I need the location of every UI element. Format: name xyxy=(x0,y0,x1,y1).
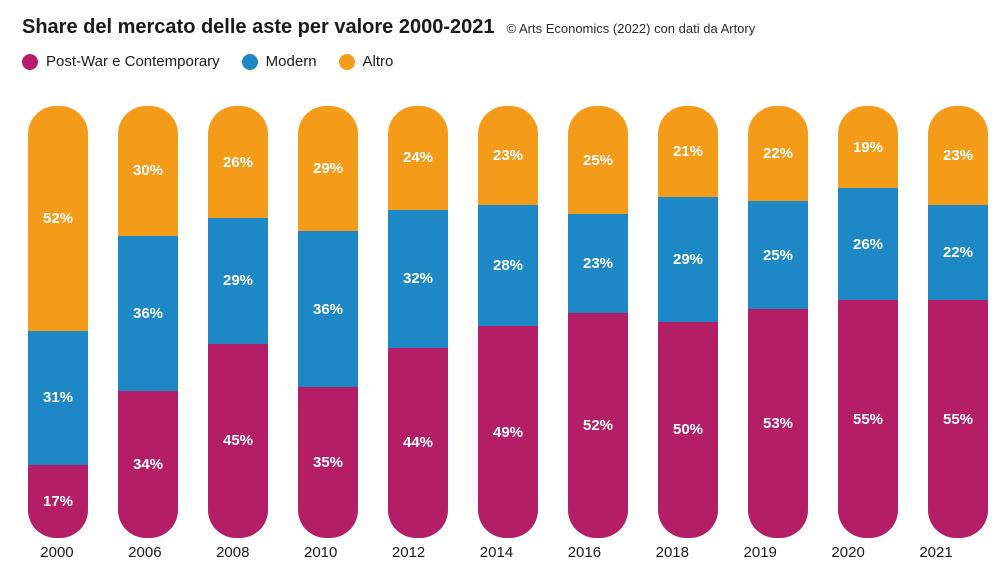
bar-segment-modern: 36% xyxy=(118,236,178,392)
stacked-bar: 23%22%55% xyxy=(928,106,988,538)
bar-segment-altro: 21% xyxy=(658,106,718,197)
bar-segment-postwar: 17% xyxy=(28,465,88,538)
bar-segment-altro: 52% xyxy=(28,106,88,331)
xaxis-label: 2010 xyxy=(292,544,350,561)
bar-segment-postwar: 55% xyxy=(838,300,898,538)
bar-segment-postwar: 35% xyxy=(298,387,358,538)
stacked-bar: 52%31%17% xyxy=(28,106,88,538)
bar-column: 25%23%52% xyxy=(568,106,628,538)
bar-segment-postwar: 50% xyxy=(658,322,718,538)
chart-source: © Arts Economics (2022) con dati da Arto… xyxy=(507,21,756,36)
bar-column: 52%31%17% xyxy=(28,106,88,538)
bar-segment-postwar: 49% xyxy=(478,326,538,538)
bar-segment-modern: 31% xyxy=(28,331,88,465)
bar-segment-altro: 23% xyxy=(928,106,988,205)
legend-label: Modern xyxy=(266,53,317,70)
bar-segment-altro: 29% xyxy=(298,106,358,231)
legend-item-modern: Modern xyxy=(242,53,317,70)
legend-label: Altro xyxy=(363,53,394,70)
stacked-bar: 22%25%53% xyxy=(748,106,808,538)
bar-column: 22%25%53% xyxy=(748,106,808,538)
xaxis-label: 2021 xyxy=(907,544,965,561)
bar-segment-altro: 26% xyxy=(208,106,268,218)
stacked-bar: 29%36%35% xyxy=(298,106,358,538)
stacked-bar: 23%28%49% xyxy=(478,106,538,538)
chart-plot-area: 52%31%17%30%36%34%26%29%45%29%36%35%24%3… xyxy=(22,86,971,538)
bar-column: 29%36%35% xyxy=(298,106,358,538)
bar-segment-altro: 24% xyxy=(388,106,448,210)
legend-swatch-modern xyxy=(242,54,258,70)
chart-legend: Post-War e Contemporary Modern Altro xyxy=(22,53,971,70)
bar-column: 26%29%45% xyxy=(208,106,268,538)
legend-item-altro: Altro xyxy=(339,53,394,70)
stacked-bar: 21%29%50% xyxy=(658,106,718,538)
bar-segment-altro: 19% xyxy=(838,106,898,188)
bar-segment-modern: 29% xyxy=(208,218,268,343)
xaxis-label: 2000 xyxy=(28,544,86,561)
bar-segment-modern: 32% xyxy=(388,210,448,348)
bar-segment-altro: 25% xyxy=(568,106,628,214)
chart-header: Share del mercato delle aste per valore … xyxy=(22,16,971,39)
bar-segment-modern: 22% xyxy=(928,205,988,300)
bar-segment-postwar: 45% xyxy=(208,344,268,538)
bar-segment-altro: 30% xyxy=(118,106,178,236)
bar-segment-postwar: 34% xyxy=(118,391,178,538)
xaxis-label: 2016 xyxy=(555,544,613,561)
legend-swatch-postwar xyxy=(22,54,38,70)
bar-column: 23%22%55% xyxy=(928,106,988,538)
chart-title: Share del mercato delle aste per valore … xyxy=(22,16,495,39)
bar-segment-altro: 23% xyxy=(478,106,538,205)
xaxis-label: 2019 xyxy=(731,544,789,561)
stacked-bar: 19%26%55% xyxy=(838,106,898,538)
legend-item-postwar: Post-War e Contemporary xyxy=(22,53,220,70)
bar-segment-modern: 28% xyxy=(478,205,538,326)
xaxis-label: 2012 xyxy=(380,544,438,561)
bar-column: 30%36%34% xyxy=(118,106,178,538)
xaxis-label: 2020 xyxy=(819,544,877,561)
legend-swatch-altro xyxy=(339,54,355,70)
stacked-bar: 30%36%34% xyxy=(118,106,178,538)
bar-segment-postwar: 52% xyxy=(568,313,628,538)
legend-label: Post-War e Contemporary xyxy=(46,53,220,70)
bar-column: 21%29%50% xyxy=(658,106,718,538)
bar-segment-modern: 23% xyxy=(568,214,628,313)
bar-segment-modern: 25% xyxy=(748,201,808,309)
stacked-bar: 24%32%44% xyxy=(388,106,448,538)
bar-segment-postwar: 55% xyxy=(928,300,988,538)
bar-segment-modern: 29% xyxy=(658,197,718,322)
bar-segment-altro: 22% xyxy=(748,106,808,201)
xaxis-label: 2006 xyxy=(116,544,174,561)
bar-segment-postwar: 44% xyxy=(388,348,448,538)
bar-segment-modern: 26% xyxy=(838,188,898,300)
chart-xaxis: 2000 2006 2008 2010 2012 2014 2016 2018 2019 2020… xyxy=(22,544,971,561)
xaxis-label: 2014 xyxy=(468,544,526,561)
xaxis-label: 2018 xyxy=(643,544,701,561)
bar-column: 23%28%49% xyxy=(478,106,538,538)
bar-segment-modern: 36% xyxy=(298,231,358,387)
bar-segment-postwar: 53% xyxy=(748,309,808,538)
bar-column: 19%26%55% xyxy=(838,106,898,538)
stacked-bar: 25%23%52% xyxy=(568,106,628,538)
bar-column: 24%32%44% xyxy=(388,106,448,538)
xaxis-label: 2008 xyxy=(204,544,262,561)
stacked-bar: 26%29%45% xyxy=(208,106,268,538)
